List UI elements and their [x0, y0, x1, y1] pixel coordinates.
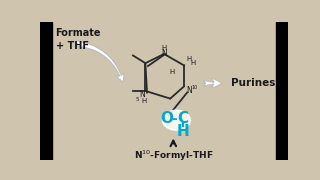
FancyArrowPatch shape	[204, 78, 222, 88]
Text: C: C	[177, 111, 188, 126]
Text: N: N	[187, 86, 192, 95]
Text: H: H	[141, 98, 147, 104]
Ellipse shape	[163, 110, 190, 130]
Bar	[40, 22, 52, 160]
Text: O: O	[160, 111, 173, 126]
Text: -: -	[171, 112, 177, 126]
Text: Purines: Purines	[231, 78, 275, 88]
Text: N: N	[161, 49, 167, 58]
Text: N$^{10}$-Formyl-THF: N$^{10}$-Formyl-THF	[133, 149, 213, 163]
Text: H: H	[161, 45, 167, 51]
Text: H: H	[176, 124, 189, 139]
Text: H: H	[191, 60, 196, 66]
Text: 10: 10	[191, 85, 197, 89]
Text: Formate
+ THF: Formate + THF	[55, 28, 101, 51]
Bar	[276, 22, 288, 160]
Text: N: N	[140, 90, 145, 99]
Text: H: H	[186, 56, 191, 62]
FancyArrowPatch shape	[75, 41, 124, 82]
Text: 5: 5	[136, 97, 140, 102]
Text: H: H	[169, 69, 174, 75]
